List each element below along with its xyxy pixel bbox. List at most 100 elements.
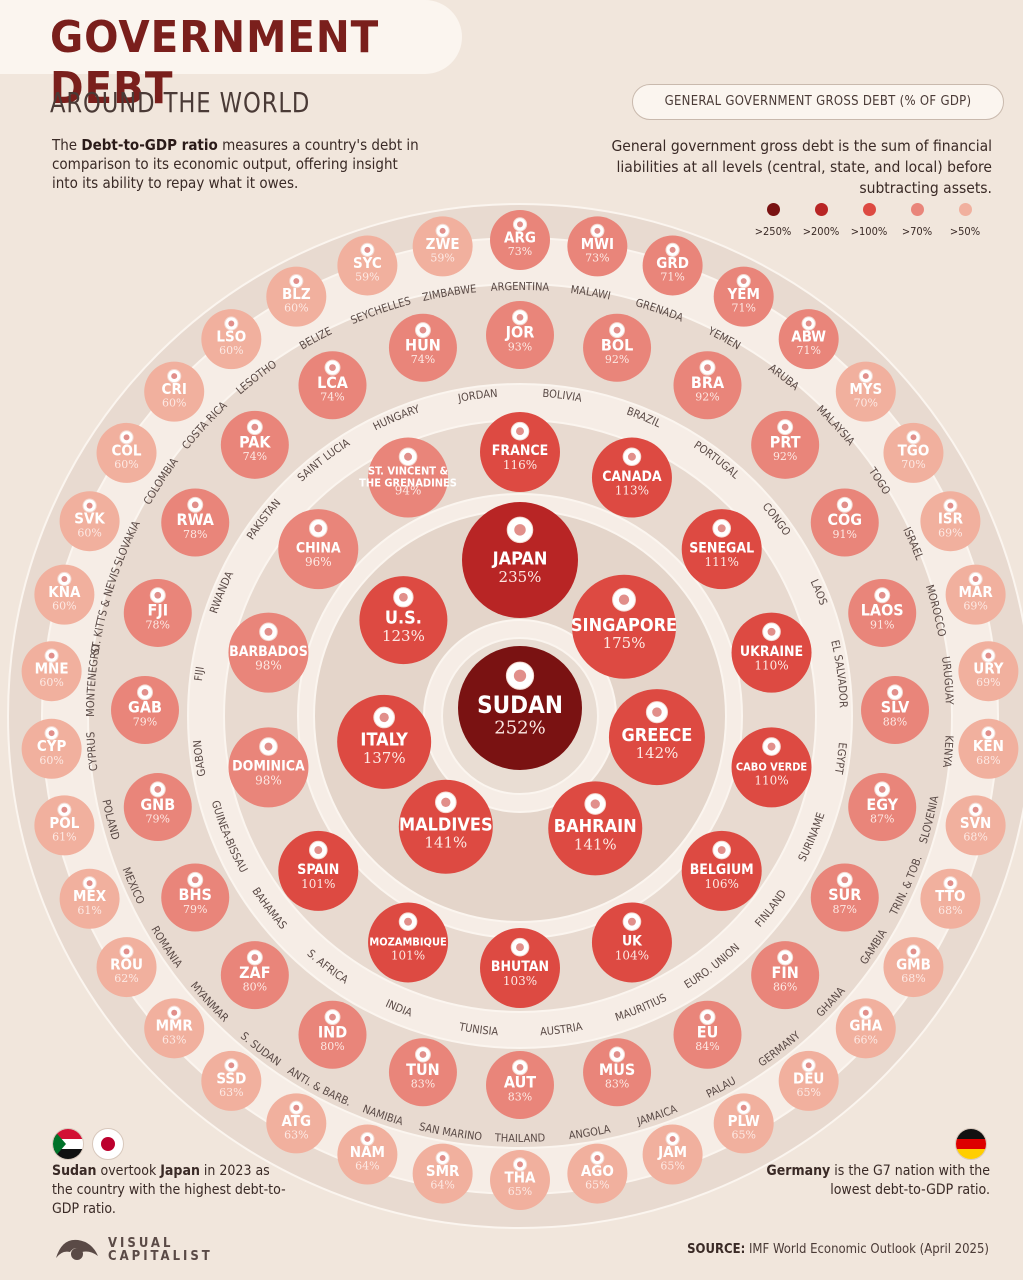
- bubble-mark: [388, 313, 457, 382]
- bubble-label: DEU: [793, 1069, 824, 1087]
- bubble-label: SPAIN: [297, 862, 339, 878]
- bubble-mark: [111, 676, 179, 744]
- bubble-mark: [388, 1038, 457, 1107]
- flag-emblem: [590, 799, 600, 809]
- bubble-label: SLV: [881, 698, 910, 717]
- flag-emblem: [972, 576, 979, 582]
- bubble-label: SENEGAL: [689, 540, 754, 556]
- bubble-value: 111%: [705, 555, 739, 569]
- bubble-mark: [34, 564, 95, 625]
- flag-emblem: [329, 364, 336, 371]
- bubble-label: CANADA: [602, 469, 662, 485]
- bubble-value: 137%: [363, 749, 406, 767]
- country-name-label: ARGENTINA: [490, 280, 550, 294]
- flag-emblem: [985, 730, 992, 737]
- bubble-mark: [462, 502, 578, 618]
- bubble-value: 87%: [870, 812, 894, 825]
- legend-item: >200%: [796, 203, 846, 238]
- bubble-label: TGO: [898, 441, 930, 459]
- bubble-value: 63%: [162, 1033, 186, 1046]
- bubble-label: TUN: [406, 1060, 440, 1079]
- flag-emblem: [947, 502, 954, 509]
- title-banner: GOVERNMENT DEBT: [0, 0, 462, 114]
- bubble-label: ISR: [938, 510, 964, 528]
- bubble-value: 101%: [391, 948, 425, 962]
- bubble-value: 59%: [430, 251, 454, 264]
- bubble-value: 104%: [615, 948, 649, 962]
- bubble-value: 116%: [503, 458, 537, 472]
- bubble-label: FIN: [772, 963, 799, 982]
- bubble-value: 65%: [796, 1086, 820, 1099]
- flag-emblem: [805, 1062, 812, 1069]
- bubble-value: 65%: [585, 1179, 609, 1192]
- bubble-value: 60%: [114, 458, 138, 471]
- bubble-mark: [368, 437, 449, 518]
- bubble-value: 79%: [146, 812, 170, 825]
- intro-rest: measures a country's debt in comparison …: [52, 136, 419, 192]
- bubble-mark: [359, 576, 448, 665]
- note-rest: in 2023 as the country with the highest …: [52, 1163, 286, 1217]
- flag-emblem: [717, 846, 726, 855]
- bubble-value: 80%: [320, 1040, 344, 1053]
- flag-emblem: [841, 501, 849, 509]
- bubble-mark: [458, 646, 582, 770]
- legend-item: >100%: [844, 203, 894, 238]
- bubble-value: 175%: [603, 634, 646, 652]
- bubble-mark: [144, 361, 205, 422]
- bubble-label: MYS: [849, 380, 882, 398]
- bubble-label: MWI: [581, 235, 614, 253]
- bubble-mark: [34, 795, 95, 856]
- bubble-label: HUN: [405, 335, 441, 354]
- bubble-value: 74%: [243, 450, 267, 463]
- bubble-mark: [368, 902, 449, 983]
- flag-emblem: [379, 712, 389, 723]
- bubble-value: 66%: [854, 1033, 878, 1046]
- flag-emblem: [618, 594, 630, 605]
- flag-emblem: [514, 524, 526, 536]
- bubble-label: U.S.: [385, 608, 422, 629]
- flag-emblem: [781, 423, 789, 431]
- flag-emblem: [513, 669, 527, 682]
- flag-emblem: [878, 786, 886, 793]
- flag-emblem: [627, 917, 636, 926]
- bubble-value: 69%: [938, 526, 962, 539]
- bubble-mark: [480, 412, 560, 492]
- legend-title: GENERAL GOVERNMENT GROSS DEBT (% OF GDP): [664, 94, 972, 109]
- bubble-mark: [201, 309, 262, 370]
- bubble-label: ZAF: [239, 963, 270, 982]
- bubble-value: 63%: [284, 1128, 308, 1141]
- note-bold-sudan: Sudan: [52, 1163, 97, 1179]
- bubble-mark: [673, 351, 742, 420]
- bubble-label: ARG: [504, 228, 536, 246]
- bubble-mark: [583, 1038, 652, 1107]
- bubble-mark: [220, 941, 289, 1010]
- bubble-label: FJI: [148, 601, 169, 620]
- legend-dot: [766, 203, 780, 216]
- legend-label: >70%: [901, 225, 933, 238]
- bubble-value: 101%: [301, 877, 335, 891]
- bubble-mark: [161, 863, 230, 932]
- bubble-mark: [21, 641, 82, 702]
- bubble-label: SYC: [353, 254, 382, 272]
